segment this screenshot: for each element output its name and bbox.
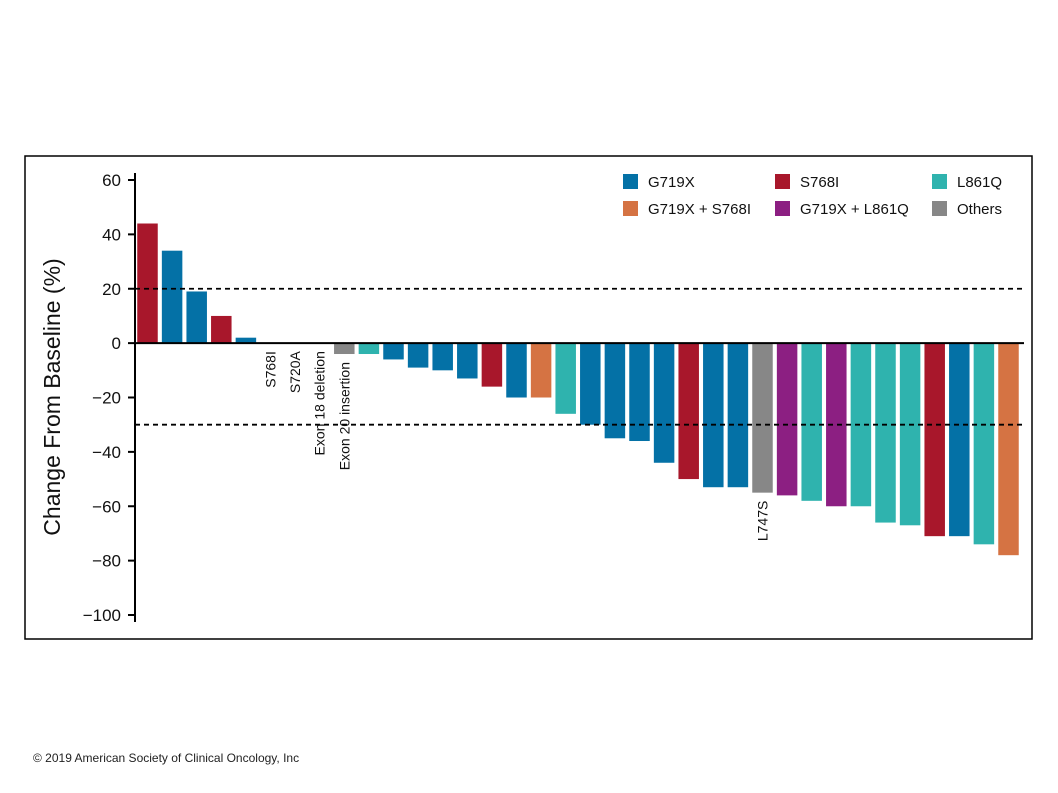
copyright-notice: © 2019 American Society of Clinical Onco…	[33, 751, 300, 765]
bar-34	[949, 343, 970, 537]
bar-9	[334, 343, 355, 355]
legend-swatch	[932, 174, 947, 189]
bar-annotations: S768I S720A Exon 18 deletion Exon 20 insert…	[263, 350, 771, 541]
bar-23	[678, 343, 699, 480]
y-axis-label: Change From Baseline (%)	[39, 258, 65, 535]
bar-33	[924, 343, 945, 537]
bar-19	[580, 343, 601, 425]
y-tick-label: −80	[92, 552, 121, 571]
legend-swatch	[932, 201, 947, 216]
bar-3	[186, 291, 207, 344]
bar-annotation: S720A	[287, 350, 303, 393]
bar-annotation: L747S	[755, 501, 771, 541]
bar-16	[506, 343, 527, 398]
bar-11	[383, 343, 404, 360]
bar-15	[481, 343, 503, 387]
legend-label: S768I	[800, 174, 839, 191]
bar-10	[358, 343, 380, 355]
bar-22	[653, 343, 675, 463]
bar-35	[973, 343, 995, 545]
bar-29	[826, 343, 847, 507]
bar-18	[555, 343, 576, 414]
legend-label: G719X + S768I	[648, 201, 751, 218]
legend-swatch	[775, 174, 790, 189]
bar-17	[530, 343, 552, 398]
bar-31	[875, 343, 896, 523]
bars-group	[137, 223, 1019, 556]
bar-annotation: Exon 18 deletion	[312, 351, 328, 455]
bar-annotation: S768I	[263, 351, 279, 388]
legend-label: G719X + L861Q	[800, 201, 909, 218]
bar-annotation: Exon 20 insertion	[336, 362, 352, 470]
bar-21	[629, 343, 650, 442]
legend-swatch	[775, 201, 790, 216]
bar-14	[457, 343, 478, 379]
legend-swatch	[623, 174, 638, 189]
legend-swatch	[623, 201, 638, 216]
legend-label: G719X	[648, 174, 695, 191]
bar-24	[703, 343, 724, 488]
legend-label: Others	[957, 201, 1002, 218]
y-tick-label: −60	[92, 497, 121, 516]
y-tick-label: 60	[102, 171, 121, 190]
bar-26	[752, 343, 773, 493]
bar-30	[850, 343, 872, 507]
legend: G719X S768I L861Q G719X + S768I G719X + L861…	[623, 174, 1002, 218]
bar-32	[899, 343, 921, 526]
bar-27	[776, 343, 798, 496]
bar-13	[432, 343, 453, 371]
reference-lines	[135, 287, 1024, 426]
bar-1	[137, 223, 158, 344]
y-tick-label: −20	[92, 389, 121, 408]
bar-25	[727, 343, 749, 488]
y-tick-label: 0	[112, 334, 121, 353]
legend-label: L861Q	[957, 174, 1002, 191]
y-tick-label: −100	[83, 606, 121, 625]
y-tick-label: 40	[102, 225, 121, 244]
bar-36	[998, 343, 1019, 556]
bar-20	[604, 343, 626, 439]
y-tick-label: −40	[92, 443, 121, 462]
bar-12	[407, 343, 429, 368]
bar-5	[235, 337, 257, 344]
y-axis: 60 40 20 0 −20 −40 −60 −80 −100	[83, 171, 136, 625]
bar-2	[161, 250, 183, 344]
y-tick-label: 20	[102, 280, 121, 299]
bar-28	[801, 343, 822, 501]
bar-4	[211, 315, 232, 344]
